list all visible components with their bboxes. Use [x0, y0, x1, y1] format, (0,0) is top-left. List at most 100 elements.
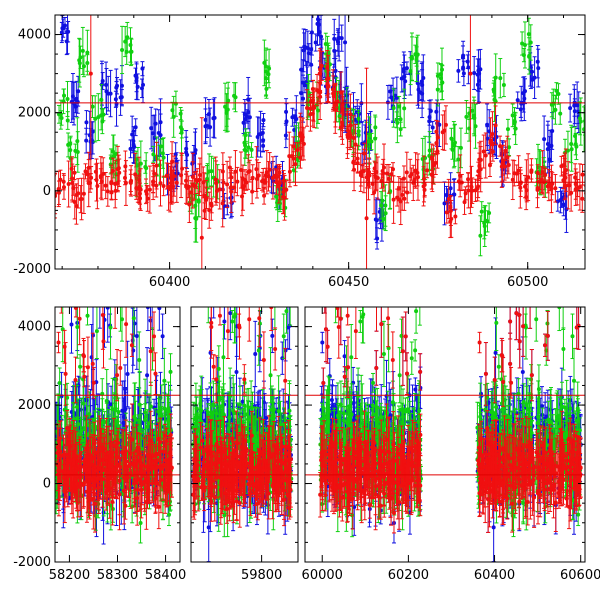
data-point: [132, 456, 137, 503]
data-point: [237, 307, 242, 360]
data-point: [402, 88, 407, 129]
data-point: [207, 191, 212, 229]
data-point: [374, 350, 379, 386]
data-point: [156, 484, 161, 530]
data-point: [232, 172, 237, 203]
data-point: [573, 126, 578, 146]
data-point: [227, 448, 232, 522]
data-point: [386, 323, 391, 373]
data-point: [70, 156, 75, 201]
data-point: [158, 159, 163, 207]
data-point: [108, 69, 113, 118]
data-point: [140, 61, 145, 77]
data-point: [59, 307, 64, 314]
data-point: [137, 331, 142, 389]
bottom-points: [305, 307, 585, 562]
data-point: [180, 152, 185, 185]
data-point: [331, 84, 336, 109]
data-point: [139, 457, 144, 486]
x-tick-label: 60000: [302, 568, 343, 583]
y-tick-label: 4000: [18, 28, 51, 43]
data-point: [85, 307, 90, 326]
data-point: [299, 69, 304, 118]
data-point: [319, 50, 324, 81]
data-point: [161, 440, 166, 489]
data-point: [510, 159, 515, 201]
data-point: [517, 307, 522, 350]
data-point: [108, 307, 113, 360]
bottom-points: [191, 307, 298, 562]
data-point: [56, 331, 61, 354]
data-point: [75, 456, 80, 512]
data-point: [415, 153, 420, 201]
data-point: [124, 307, 129, 358]
data-point: [232, 307, 237, 344]
data-point: [129, 333, 134, 357]
data-point: [453, 208, 458, 225]
data-point: [76, 398, 81, 451]
data-point: [191, 471, 196, 518]
data-point: [147, 393, 152, 454]
data-point: [66, 160, 71, 208]
data-point: [263, 432, 268, 490]
data-point: [159, 456, 164, 482]
data-point: [145, 482, 150, 504]
data-point: [549, 129, 554, 162]
data-point: [383, 195, 388, 232]
data-point: [221, 163, 226, 202]
data-point: [477, 58, 482, 89]
data-point: [206, 98, 211, 130]
x-tick-label: 60200: [388, 568, 429, 583]
data-point: [150, 115, 155, 152]
data-point: [123, 26, 128, 58]
data-point: [173, 90, 178, 117]
data-point: [58, 427, 63, 484]
data-point: [473, 103, 478, 149]
data-point: [128, 173, 133, 192]
data-point: [190, 152, 195, 202]
data-point: [535, 45, 540, 79]
data-point: [291, 151, 296, 167]
data-point: [200, 425, 205, 456]
data-point: [209, 307, 214, 359]
data-point: [128, 37, 133, 67]
data-point: [207, 465, 212, 505]
data-point: [244, 142, 249, 159]
data-point: [247, 159, 252, 183]
data-point: [413, 377, 418, 402]
data-point: [483, 132, 488, 179]
data-point: [72, 184, 77, 220]
data-point: [229, 168, 234, 187]
data-point: [198, 422, 203, 474]
top-frame: [54, 14, 586, 270]
data-point: [99, 162, 104, 201]
data-point: [527, 43, 532, 70]
data-point: [409, 341, 414, 375]
data-point: [85, 54, 90, 72]
data-point: [95, 162, 100, 210]
data-point: [170, 101, 175, 119]
data-point: [514, 307, 519, 341]
data-point: [133, 152, 138, 196]
data-point: [456, 59, 461, 83]
data-point: [430, 120, 435, 135]
data-point: [178, 107, 183, 121]
data-point: [386, 307, 391, 348]
data-point: [221, 324, 226, 391]
data-point: [515, 91, 520, 109]
data-point: [320, 331, 325, 354]
data-point: [351, 393, 356, 412]
data-point: [283, 347, 288, 414]
data-point: [512, 111, 517, 136]
data-point: [78, 456, 83, 478]
y-tick-label: -2000: [13, 262, 51, 277]
data-point: [117, 158, 122, 188]
data-point: [483, 205, 488, 236]
data-point: [105, 176, 110, 207]
data-point: [185, 140, 190, 169]
data-point: [166, 402, 171, 432]
data-point: [186, 175, 191, 199]
data-point: [171, 169, 176, 204]
data-point: [154, 451, 159, 470]
